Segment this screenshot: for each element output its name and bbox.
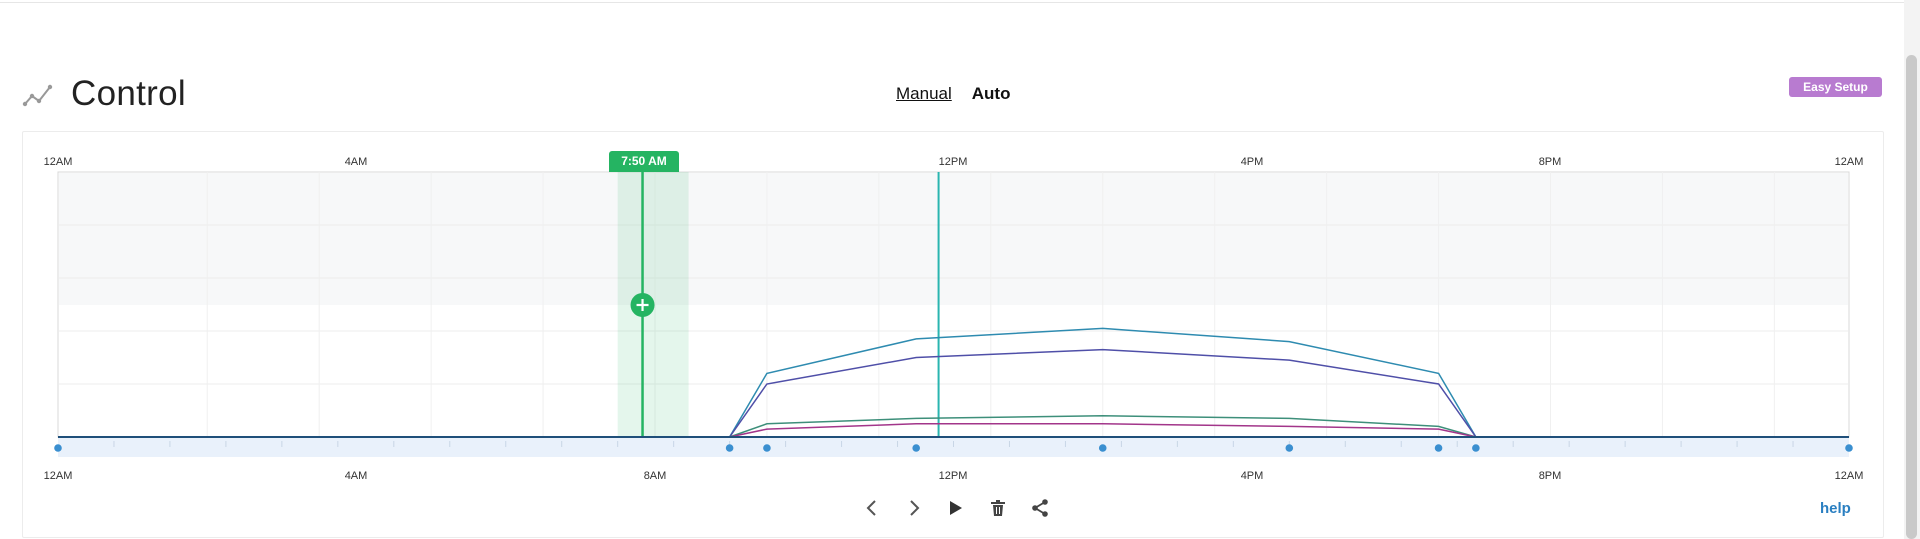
schedule-handle[interactable] [1285,444,1294,452]
help-link[interactable]: help [1820,500,1851,517]
share-icon[interactable] [1028,496,1052,520]
top-time-label: 12AM [43,156,73,168]
bottom-time-label: 8AM [643,470,667,482]
tab-auto[interactable]: Auto [971,84,1011,103]
top-time-label: 4PM [1240,156,1264,168]
series-line-2 [58,348,1849,438]
cursor-time-badge[interactable]: 7:50 AM [609,151,679,172]
bottom-time-label: 8PM [1538,470,1562,482]
mode-tabs: Manual Auto [896,84,1010,104]
schedule-handle[interactable] [763,444,771,452]
schedule-handle[interactable] [54,444,62,452]
schedule-handle[interactable] [1472,444,1480,452]
top-time-label: 12PM [938,156,968,168]
add-point-button[interactable] [630,293,655,317]
schedule-handle[interactable] [1845,444,1853,452]
schedule-panel [22,131,1884,538]
schedule-handle[interactable] [912,444,920,452]
scrollbar-thumb[interactable] [1906,55,1917,539]
easy-setup-button[interactable]: Easy Setup [1789,77,1882,97]
trash-icon[interactable] [986,496,1010,520]
schedule-handle[interactable] [1434,444,1443,452]
top-time-label: 12AM [1834,156,1864,168]
top-border [0,0,1904,3]
play-icon[interactable] [944,496,968,520]
top-time-label: 8PM [1538,156,1562,168]
schedule-handle[interactable] [725,444,734,452]
series-line-3 [58,415,1849,438]
plot-shade [59,173,1848,305]
bottom-time-label: 4PM [1240,470,1264,482]
bottom-time-label: 12PM [938,470,968,482]
line-chart-icon [22,84,53,107]
timeline-controls [860,496,1070,520]
chevron-left-icon[interactable] [860,496,884,520]
chevron-right-icon[interactable] [902,496,926,520]
bottom-time-label: 12AM [43,470,73,482]
tab-manual[interactable]: Manual [896,84,952,103]
series-line-1 [58,327,1849,438]
scrollbar[interactable] [1904,0,1920,539]
bottom-time-label: 12AM [1834,470,1864,482]
series-line-4 [58,423,1849,438]
page-title: Control [71,74,186,113]
top-time-label: 4AM [344,156,368,168]
schedule-handle[interactable] [1098,444,1107,452]
bottom-time-label: 4AM [344,470,368,482]
